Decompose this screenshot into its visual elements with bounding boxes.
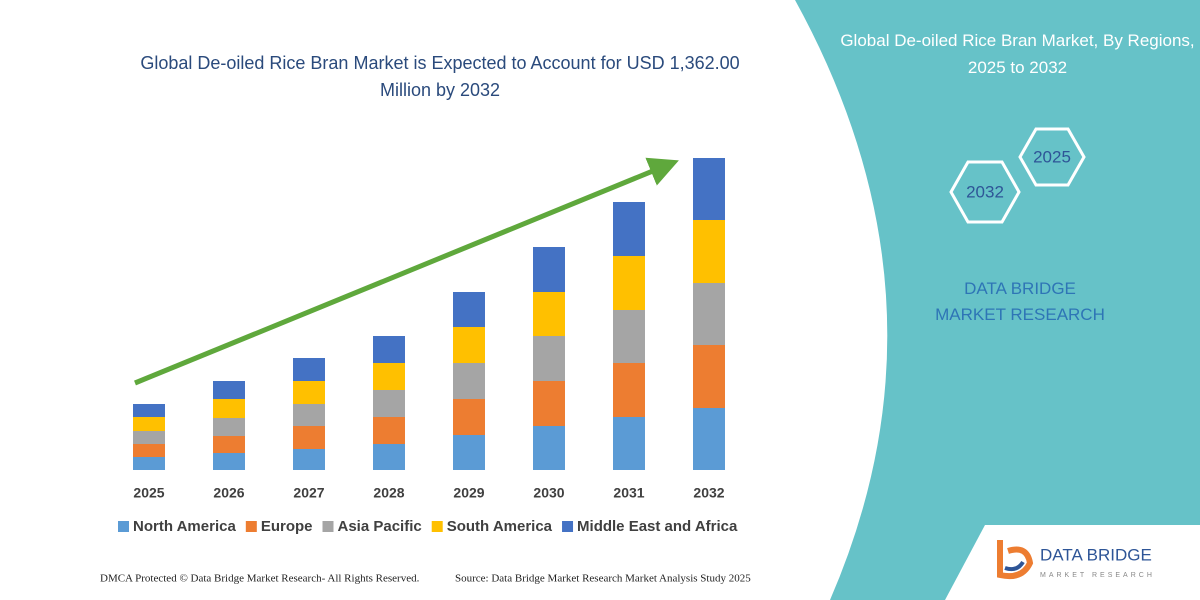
chart-title: Global De-oiled Rice Bran Market is Expe… xyxy=(140,53,740,100)
bar-segment xyxy=(613,363,645,417)
bar-segment xyxy=(293,404,325,426)
bar-segment xyxy=(213,453,245,470)
bar-segment xyxy=(693,345,725,408)
bar-segment xyxy=(693,408,725,470)
legend-label: Asia Pacific xyxy=(338,518,422,535)
bar-segment xyxy=(133,417,165,431)
x-tick-label: 2031 xyxy=(613,485,644,501)
legend-swatch xyxy=(322,521,334,532)
bar-segment xyxy=(613,310,645,363)
bar-segment xyxy=(373,444,405,470)
x-tick-label: 2025 xyxy=(133,485,164,501)
logo-mark xyxy=(997,540,1034,580)
bar-segment xyxy=(453,363,485,399)
brand: DATA BRIDGE MARKET RESEARCH xyxy=(935,279,1105,324)
hexagon xyxy=(1018,127,1086,187)
bar-segment xyxy=(453,399,485,435)
bar-segment xyxy=(453,292,485,327)
logo-mark xyxy=(1004,560,1025,572)
x-tick-label: 2030 xyxy=(533,485,564,501)
legend-swatch xyxy=(118,521,129,532)
bar-segment xyxy=(293,358,325,381)
bar-segment xyxy=(693,158,725,220)
footer-right: Source: Data Bridge Market Research Mark… xyxy=(455,573,751,585)
bar-segment xyxy=(293,449,325,470)
x-tick-label: 2028 xyxy=(373,485,404,501)
bar-segment xyxy=(693,220,725,283)
bar-segment xyxy=(373,390,405,417)
hex-label: 2032 xyxy=(966,182,1004,201)
legend-label: Europe xyxy=(261,518,313,535)
hexagon xyxy=(949,160,1021,224)
x-tick-label: 2032 xyxy=(693,485,724,501)
bar-segment xyxy=(213,399,245,418)
logo-bg xyxy=(945,525,1200,600)
bar-segment xyxy=(373,336,405,363)
bar-segment xyxy=(613,417,645,470)
footer-left: DMCA Protected © Data Bridge Market Rese… xyxy=(100,573,420,585)
bar-segment xyxy=(533,292,565,336)
bar-segment xyxy=(613,256,645,310)
bar-segment xyxy=(613,202,645,256)
bar-segment xyxy=(373,363,405,390)
side-panel-bg xyxy=(795,0,1200,600)
legend-label: North America xyxy=(133,518,236,535)
bar-segment xyxy=(373,417,405,444)
x-tick-label: 2026 xyxy=(213,485,244,501)
bar-segment xyxy=(533,426,565,470)
bar-segment xyxy=(293,381,325,404)
legend-swatch xyxy=(562,521,574,532)
x-tick-label: 2027 xyxy=(293,485,324,501)
legend-label: South America xyxy=(447,518,553,535)
x-tick-label: 2029 xyxy=(453,485,484,501)
bar-segment xyxy=(213,418,245,436)
bar-segment xyxy=(693,283,725,345)
bar-segment xyxy=(213,436,245,453)
legend-swatch xyxy=(245,521,257,532)
hex-label: 2025 xyxy=(1033,147,1071,166)
bar-segment xyxy=(533,247,565,292)
logo-tagline: MARKET RESEARCH xyxy=(1040,572,1155,579)
bar-segment xyxy=(133,444,165,457)
legend-label: Middle East and Africa xyxy=(577,518,738,535)
bar-segment xyxy=(533,381,565,426)
logo-name: DATA BRIDGE xyxy=(1040,545,1152,564)
trend-arrow xyxy=(134,157,679,386)
bar-segment xyxy=(133,457,165,470)
bar-segment xyxy=(293,426,325,449)
bar-segment xyxy=(453,327,485,363)
bar-segment xyxy=(133,431,165,444)
bar-segment xyxy=(533,336,565,381)
bar-segment xyxy=(213,381,245,399)
bar-segment xyxy=(133,404,165,417)
bar-segment xyxy=(453,435,485,470)
legend-swatch xyxy=(431,521,443,532)
panel-title: Global De-oiled Rice Bran Market, By Reg… xyxy=(840,31,1195,77)
